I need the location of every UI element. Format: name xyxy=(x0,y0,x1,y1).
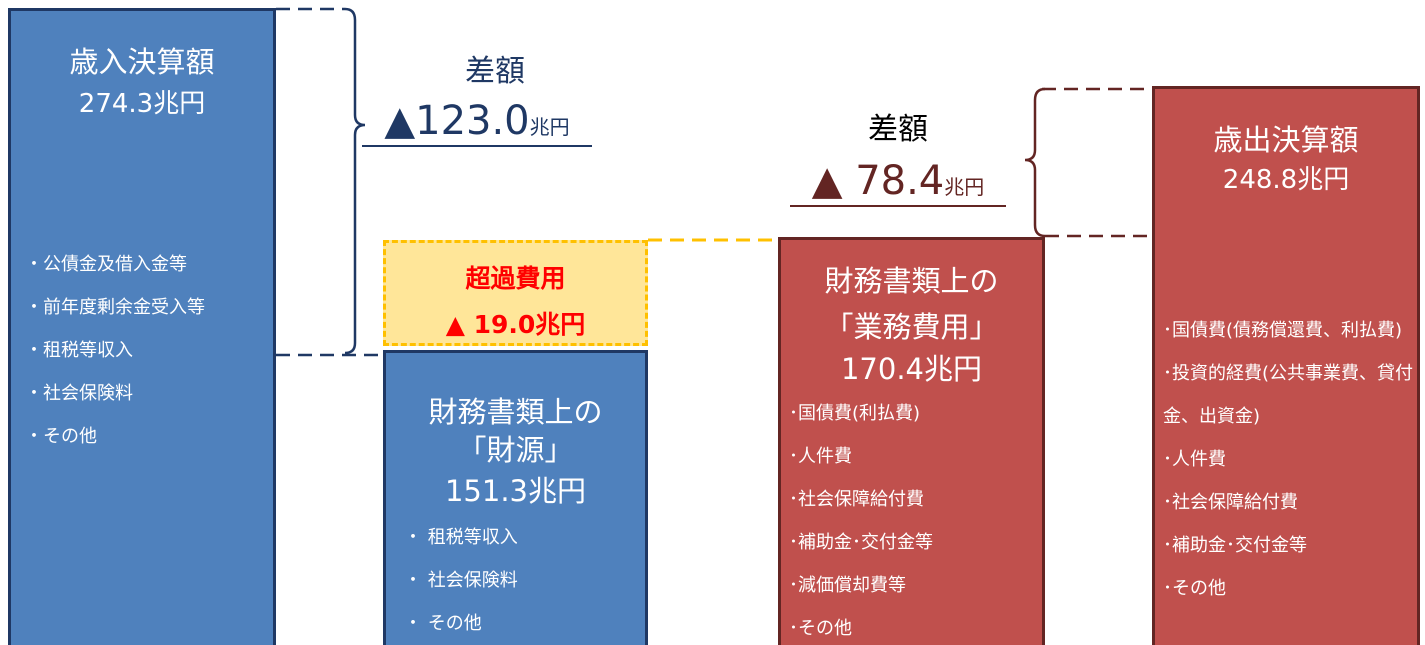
list-item: ・租税等収入 xyxy=(25,340,133,361)
list-item: ･人件費 xyxy=(1163,449,1226,470)
excess-box: 超過費用 ▲ 19.0兆円 xyxy=(383,240,648,346)
sources-items: ・ 租税等収入・ 社会保険料・ その他 xyxy=(404,516,518,645)
expenditure-box: 歳出決算額 248.8兆円 ･国債費(債務償還費、利払費) ･投資的経費(公共事業… xyxy=(1152,86,1420,645)
list-item: ･その他 xyxy=(789,618,852,639)
revenue-box: 歳入決算額 274.3兆円 ・公債金及借入金等 ・前年度剰余金受入等 ・租税等収入・… xyxy=(8,8,276,645)
difference-value: ▲ 78.4兆円 xyxy=(790,158,1006,204)
expenditure-title: 歳出決算額 xyxy=(1213,123,1359,157)
list-item: ･人件費 xyxy=(789,446,852,467)
list-item: ・社会保険料 xyxy=(25,383,133,404)
sources-box: 財務書類上の 「財源」 151.3兆円 ・ 租税等収入・ 社会保険料・ その他 xyxy=(383,350,648,645)
difference-label: 差額 xyxy=(868,112,928,147)
sources-title-2: 「財源」 xyxy=(457,433,574,467)
list-item: ・ その他 xyxy=(404,613,482,634)
list-item: ･減価償却費等 xyxy=(789,575,906,596)
expenditure-items: ･国債費(債務償還費、利払費) ･投資的経費(公共事業費、貸付金、出資金) ･人件費… xyxy=(1163,309,1415,610)
difference-number: ▲123.0 xyxy=(384,98,530,144)
list-item: ･補助金･交付金等 xyxy=(789,532,933,553)
difference-unit: 兆円 xyxy=(529,115,570,139)
revenue-title: 歳入決算額 xyxy=(69,45,215,79)
revenue-amount: 274.3兆円 xyxy=(78,89,206,119)
excess-amount: ▲ 19.0兆円 xyxy=(445,310,586,339)
costs-box: 財務書類上の 「業務費用」 170.4兆円 ･国債費(利払費) ･人件費 ･社会保障… xyxy=(778,237,1045,645)
difference-number: ▲ 78.4 xyxy=(811,158,945,204)
excess-label: 超過費用 xyxy=(465,264,566,293)
difference-label: 差額 xyxy=(465,54,525,89)
sources-amount: 151.3兆円 xyxy=(444,474,587,508)
list-item: ・その他 xyxy=(25,426,97,447)
costs-title-2: 「業務費用」 xyxy=(824,310,999,344)
list-item: ･補助金･交付金等 xyxy=(1163,535,1307,556)
list-item: ・前年度剰余金受入等 xyxy=(25,297,205,318)
list-item: ・ 社会保険料 xyxy=(404,570,518,591)
list-item: ･社会保障給付費 xyxy=(1163,492,1298,513)
list-item: ･その他 xyxy=(1163,578,1226,599)
list-item: ･国債費(債務償還費、利払費) xyxy=(1163,320,1403,341)
list-item: ・公債金及借入金等 xyxy=(25,254,187,275)
difference-value: ▲123.0兆円 xyxy=(362,98,592,144)
list-item: ･投資的経費(公共事業費、貸付金、出資金) xyxy=(1163,363,1414,427)
list-item: ・ 租税等収入 xyxy=(404,527,518,548)
costs-title-1: 財務書類上の xyxy=(824,264,999,298)
costs-items: ･国債費(利払費) ･人件費 ･社会保障給付費 ･補助金･交付金等 ･減価償却費等 ･その… xyxy=(789,392,933,645)
revenue-items: ・公債金及借入金等 ・前年度剰余金受入等 ・租税等収入 ・社会保険料 ・その他 xyxy=(25,243,205,458)
list-item: ･社会保障給付費 xyxy=(789,489,924,510)
costs-amount: 170.4兆円 xyxy=(840,352,983,386)
expenditure-amount: 248.8兆円 xyxy=(1222,165,1350,195)
list-item: ･国債費(利払費) xyxy=(789,403,921,424)
difference-unit: 兆円 xyxy=(944,175,985,199)
sources-title-1: 財務書類上の xyxy=(428,395,603,429)
